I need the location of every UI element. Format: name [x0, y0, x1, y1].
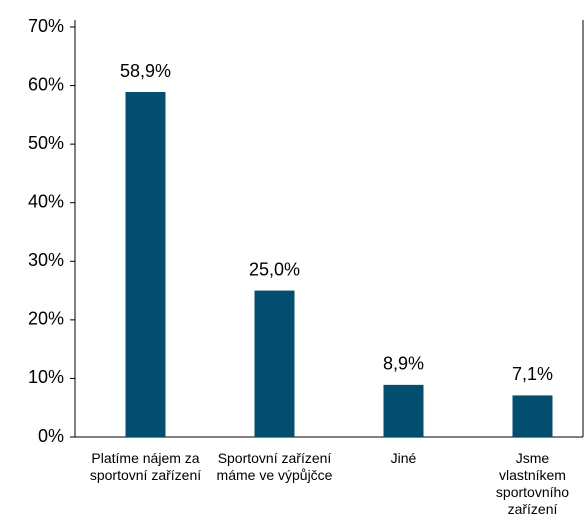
bar [254, 290, 295, 437]
y-tick-label: 40% [28, 191, 64, 211]
y-tick-label: 10% [28, 367, 64, 387]
data-label: 58,9% [120, 61, 171, 81]
x-tick-label: Jiné [390, 450, 417, 466]
data-label: 7,1% [512, 364, 553, 384]
y-tick-label: 70% [28, 16, 64, 36]
y-tick-label: 0% [38, 426, 64, 446]
x-tick-label: Platíme nájem za sportovní zařízení [89, 450, 202, 483]
data-label: 25,0% [249, 259, 300, 279]
y-tick-label: 60% [28, 74, 64, 94]
data-label: 8,9% [383, 354, 424, 374]
y-tick-label: 30% [28, 250, 64, 270]
x-tick-label: Jsme vlastníkem sportovního zařízení [495, 450, 570, 517]
bar [512, 395, 553, 437]
bar [383, 384, 424, 437]
y-tick-label: 50% [28, 133, 64, 153]
y-tick-label: 20% [28, 309, 64, 329]
bar [125, 92, 166, 437]
x-tick-label: Sportovní zařízení máme ve výpůjčce [216, 450, 333, 483]
